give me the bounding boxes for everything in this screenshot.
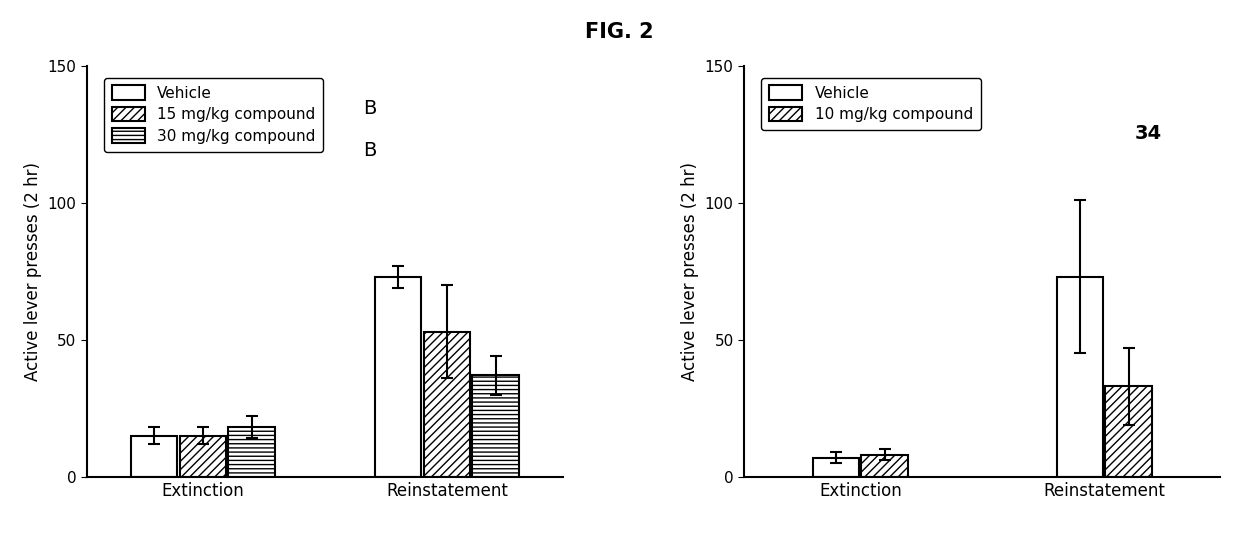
Text: FIG. 2: FIG. 2 <box>585 22 654 42</box>
Y-axis label: Active lever presses (2 hr): Active lever presses (2 hr) <box>24 162 42 381</box>
Bar <box>472 375 519 477</box>
Bar <box>131 436 177 477</box>
Bar <box>1105 386 1152 477</box>
Bar <box>1057 277 1103 477</box>
Legend: Vehicle, 15 mg/kg compound, 30 mg/kg compound: Vehicle, 15 mg/kg compound, 30 mg/kg com… <box>104 77 323 152</box>
Text: B: B <box>363 99 377 118</box>
Text: 34: 34 <box>1135 124 1162 143</box>
Bar <box>180 436 227 477</box>
Bar <box>813 458 859 477</box>
Text: B: B <box>363 140 377 159</box>
Y-axis label: Active lever presses (2 hr): Active lever presses (2 hr) <box>681 162 699 381</box>
Bar <box>861 455 908 477</box>
Bar <box>375 277 421 477</box>
Bar <box>228 427 275 477</box>
Bar <box>424 332 470 477</box>
Legend: Vehicle, 10 mg/kg compound: Vehicle, 10 mg/kg compound <box>761 77 980 130</box>
